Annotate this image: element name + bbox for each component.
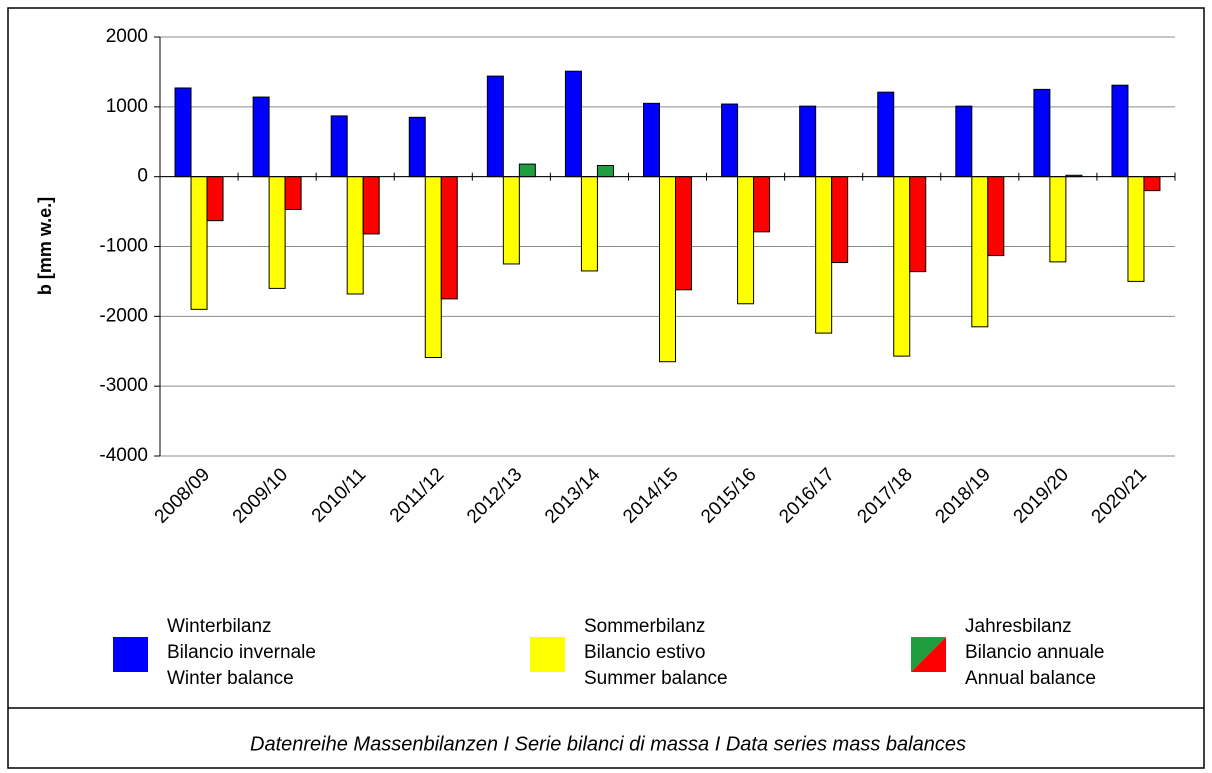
caption: Datenreihe Massenbilanzen I Serie bilanc… — [250, 733, 966, 755]
x-tick-label: 2018/19 — [931, 464, 994, 527]
y-tick-label: -3000 — [99, 375, 148, 396]
bar — [753, 176, 771, 233]
legend-label: Bilancio estivo — [584, 642, 705, 663]
bar — [268, 176, 286, 289]
y-tick-label: -4000 — [99, 445, 148, 466]
y-tick-label: -2000 — [99, 305, 148, 326]
bar — [987, 176, 1005, 257]
y-tick-label: 2000 — [106, 26, 148, 47]
x-tick-label: 2020/21 — [1088, 464, 1151, 527]
legend-swatch — [113, 637, 148, 672]
bar — [486, 75, 504, 178]
bar — [580, 176, 598, 272]
bar — [424, 176, 442, 359]
legend-label: Jahresbilanz — [965, 616, 1072, 637]
x-tick-label: 2017/18 — [853, 464, 916, 527]
y-tick-label: -1000 — [99, 236, 148, 257]
bar — [877, 91, 895, 178]
bar — [440, 176, 458, 300]
x-tick-label: 2012/13 — [463, 464, 526, 527]
bar — [643, 102, 660, 178]
bar — [518, 163, 536, 178]
bar — [564, 70, 582, 178]
bar — [596, 164, 614, 178]
bar — [971, 176, 989, 328]
x-tick-label: 2009/10 — [229, 464, 292, 527]
bar — [799, 105, 817, 178]
bar — [815, 176, 833, 334]
legend-label: Bilancio invernale — [167, 642, 316, 663]
x-tick-label: 2014/15 — [619, 464, 682, 527]
bar — [955, 105, 973, 178]
bar — [206, 176, 224, 222]
x-tick-label: 2019/20 — [1010, 464, 1073, 527]
x-tick-label: 2010/11 — [308, 464, 370, 526]
bar — [408, 116, 426, 178]
bar — [1127, 176, 1145, 282]
x-tick-label: 2008/09 — [151, 464, 214, 527]
legend-label: Annual balance — [965, 668, 1096, 689]
legend-swatch — [530, 637, 565, 672]
bar — [909, 176, 927, 273]
bar — [284, 176, 302, 210]
bar — [1111, 84, 1129, 178]
legend-swatch — [911, 637, 946, 672]
legend-label: Winter balance — [167, 668, 294, 689]
x-tick-label: 2013/14 — [541, 464, 605, 528]
x-tick-label: 2016/17 — [775, 464, 838, 527]
bar — [831, 176, 849, 264]
legend-label: Summer balance — [584, 668, 728, 689]
bar — [362, 176, 380, 235]
bar — [675, 176, 692, 291]
bar — [1143, 176, 1161, 192]
y-tick-label: 1000 — [106, 96, 148, 117]
legend-label: Bilancio annuale — [965, 642, 1104, 663]
bar — [659, 176, 676, 363]
frame — [7, 7, 1205, 769]
y-axis-label: b [mm w.e.] — [35, 197, 55, 295]
legend-label: Winterbilanz — [167, 616, 272, 637]
bar — [1049, 176, 1067, 263]
x-tick-label: 2011/12 — [386, 464, 448, 526]
x-tick-label: 2015/16 — [697, 464, 760, 527]
legend-label: Sommerbilanz — [584, 616, 705, 637]
bar — [721, 103, 739, 178]
bar — [346, 176, 364, 295]
bar — [1033, 88, 1051, 178]
bar — [174, 87, 192, 178]
y-tick-label: 0 — [137, 166, 148, 187]
bar — [190, 176, 208, 310]
bar — [737, 176, 755, 305]
bar — [502, 176, 520, 265]
bar — [252, 96, 270, 178]
bar — [330, 115, 348, 178]
bar — [893, 176, 911, 357]
